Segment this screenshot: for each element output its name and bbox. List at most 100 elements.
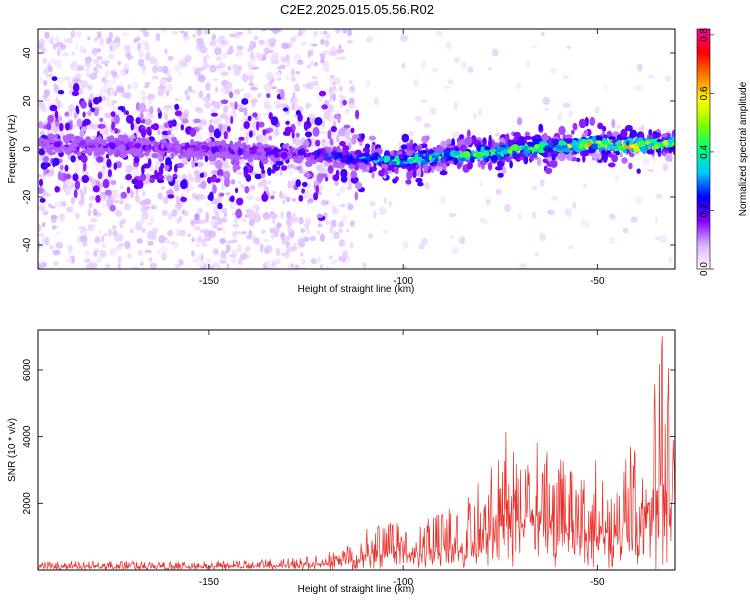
- spectrogram-noise-blob: [331, 82, 336, 86]
- spectrogram-noise-blob: [213, 262, 218, 267]
- spectrogram-halo-blob: [368, 135, 376, 141]
- spectrogram-noise-blob: [329, 226, 334, 234]
- snr-frame: [37, 329, 676, 571]
- spectrogram-noise-blob: [274, 127, 280, 137]
- spectrogram-ridge-blob: [114, 146, 120, 151]
- spectrogram-noise-blob: [436, 30, 444, 37]
- spectrogram-noise-blob: [251, 101, 256, 108]
- spectrogram-halo-blob: [55, 121, 60, 127]
- spectrogram-halo-blob: [217, 202, 223, 210]
- spectrogram-noise-blob: [275, 247, 281, 257]
- spectrogram-noise-blob: [250, 98, 258, 103]
- spectrogram-halo-blob: [488, 138, 492, 149]
- spectrogram-noise-blob: [162, 65, 169, 74]
- spectrogram-ridge-blob: [408, 160, 414, 165]
- spectrogram-noise-blob: [56, 76, 65, 86]
- spectrogram-noise-blob: [116, 111, 121, 116]
- spectrogram-noise-blob: [534, 252, 540, 257]
- spectrogram-noise-blob: [226, 263, 230, 269]
- spectrogram-halo-blob: [39, 197, 46, 203]
- spectrogram-noise-blob: [43, 89, 50, 96]
- spectrogram-ridge-blob: [615, 150, 620, 156]
- spectrogram-halo-blob: [110, 111, 116, 117]
- spectrogram-noise-blob: [272, 52, 279, 61]
- spectrogram-halo-blob: [229, 91, 234, 99]
- spectrogram-ridge-blob: [369, 156, 375, 161]
- spectrogram-noise-blob: [100, 60, 106, 64]
- spectrogram-halo-blob: [245, 174, 252, 182]
- spectrogram-noise-blob: [203, 102, 212, 109]
- spectrogram-noise-blob: [104, 69, 110, 78]
- spectrogram-noise-blob: [213, 101, 219, 110]
- spectrogram-halo-blob: [177, 162, 184, 169]
- spectrogram-noise-blob: [192, 192, 197, 199]
- spectrogram-halo-blob: [252, 112, 258, 118]
- spectrogram-noise-blob: [249, 40, 254, 46]
- spectrogram-noise-blob: [338, 56, 346, 60]
- spectrogram-halo-blob: [608, 162, 616, 168]
- spectrogram-ridge-blob: [79, 140, 87, 147]
- spectrogram-noise-blob: [299, 252, 304, 257]
- spectrogram-ridge-blob: [648, 139, 656, 144]
- spectrogram-noise-blob: [84, 56, 92, 64]
- spectrogram-noise-blob: [362, 262, 367, 269]
- spectrogram-noise-blob: [92, 58, 99, 65]
- spectrogram-noise-blob: [147, 230, 155, 240]
- spectrogram-noise-blob: [348, 180, 352, 188]
- spectrogram-noise-blob: [214, 47, 222, 56]
- spectrogram-halo-blob: [466, 129, 471, 138]
- spectrogram-noise-blob: [167, 229, 174, 237]
- spectrogram-noise-blob: [120, 68, 126, 77]
- spectrogram-noise-blob: [186, 173, 193, 180]
- spectrogram-noise-blob: [314, 61, 318, 67]
- spectrogram-halo-blob: [295, 179, 302, 188]
- spectrogram-noise-blob: [112, 193, 119, 199]
- spectrogram-halo-blob: [337, 115, 341, 124]
- spectrogram-halo-blob: [166, 175, 173, 182]
- spectrogram-halo-blob: [80, 126, 87, 132]
- spectrogram-ridge-blob: [511, 144, 520, 151]
- spectrogram-halo-blob: [359, 141, 363, 146]
- spectrogram-noise-blob: [330, 260, 337, 266]
- spectrogram-noise-blob: [309, 236, 316, 242]
- spectrogram-halo-blob: [629, 129, 638, 138]
- spectrogram-noise-blob: [86, 250, 90, 257]
- spectrogram-noise-blob: [237, 180, 242, 185]
- spectrogram-ridge-blob: [221, 151, 229, 158]
- spectrogram-ridge-blob: [171, 136, 177, 143]
- spectrogram-halo-blob: [306, 170, 310, 180]
- spectrogram-noise-blob: [616, 125, 622, 129]
- spectrogram-noise-blob: [108, 78, 116, 86]
- spectrogram-noise-blob: [179, 30, 185, 34]
- spectrogram-noise-blob: [225, 249, 230, 254]
- spectrogram-noise-blob: [331, 46, 336, 54]
- spectrogram-halo-blob: [394, 176, 399, 182]
- spectrogram-noise-blob: [348, 203, 354, 211]
- spectrogram-noise-blob: [232, 212, 236, 216]
- spectrogram-noise-blob: [183, 210, 189, 217]
- spectrogram-noise-blob: [149, 216, 155, 225]
- spectrogram-noise-blob: [156, 250, 160, 255]
- spectrogram-noise-blob: [196, 107, 203, 114]
- spectrogram-halo-blob: [616, 134, 623, 142]
- spectrogram-noise-blob: [271, 29, 280, 34]
- spectrogram-noise-blob: [140, 217, 145, 225]
- spectrogram-ridge-blob: [65, 149, 71, 155]
- spectrogram-halo-blob: [261, 169, 266, 174]
- spectrogram-halo-blob: [133, 156, 140, 164]
- spectrogram-ridge-blob: [292, 156, 296, 160]
- spectrogram-noise-blob: [174, 64, 180, 72]
- spectrogram-noise-blob: [215, 65, 222, 69]
- spectrogram-noise-blob: [199, 229, 206, 234]
- spectrogram-noise-blob: [343, 29, 347, 34]
- spectrogram-ridge-blob: [313, 153, 318, 160]
- spectrogram-noise-blob: [197, 235, 202, 243]
- spectrogram-noise-blob: [223, 105, 229, 114]
- spectrogram-ridge-blob: [154, 141, 159, 148]
- spectrogram-noise-blob: [211, 107, 220, 112]
- spectrogram-halo-blob: [161, 130, 170, 136]
- spectrogram-noise-blob: [206, 93, 211, 99]
- spectrogram-noise-blob: [188, 183, 193, 191]
- spectrogram-halo-blob: [125, 110, 129, 116]
